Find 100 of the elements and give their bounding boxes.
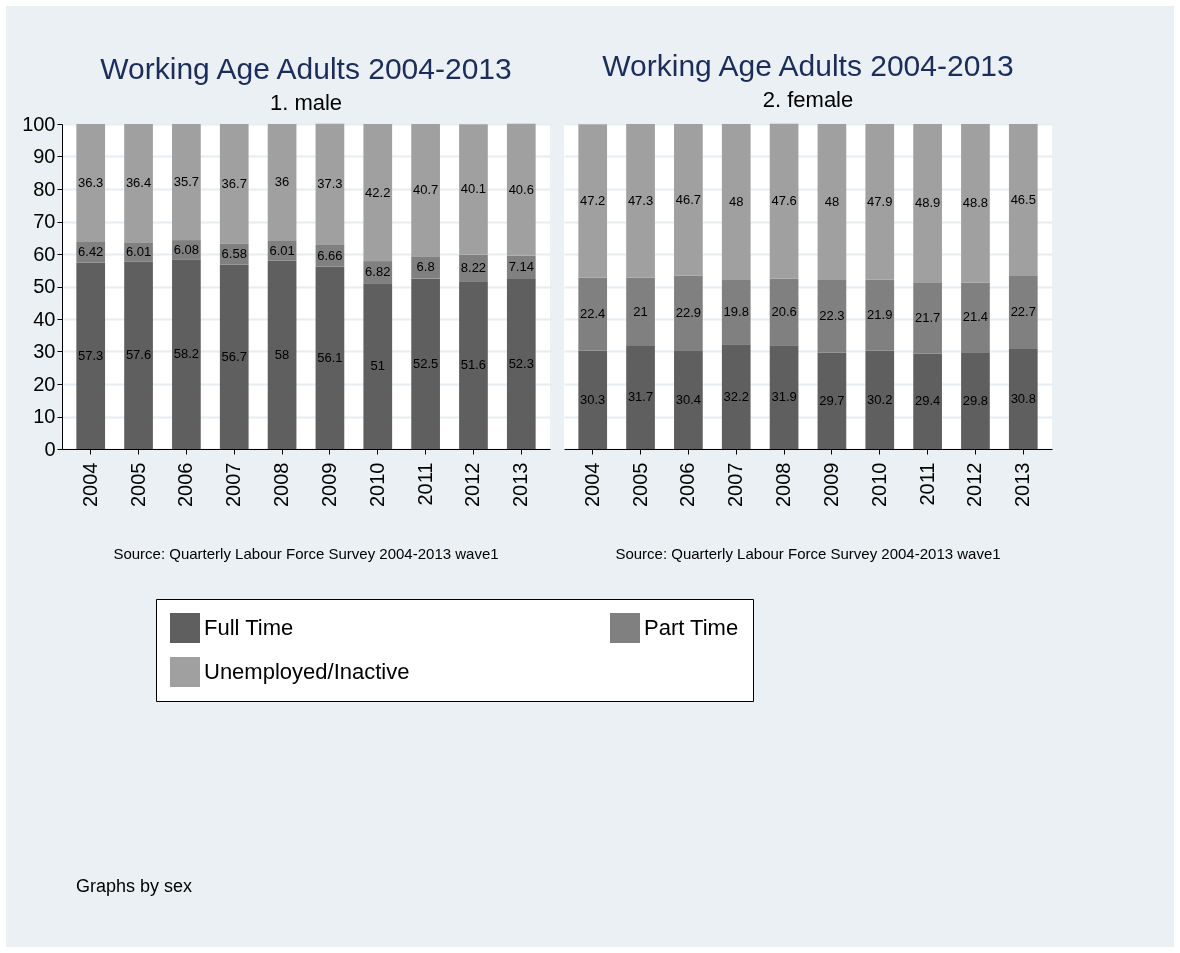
bar — [865, 279, 895, 351]
bar — [267, 260, 297, 449]
x-tick-label: 2013 — [509, 462, 532, 507]
data-label: 30.4 — [675, 391, 702, 407]
bar — [363, 283, 393, 449]
data-label: 56.7 — [221, 348, 247, 364]
bar — [961, 124, 990, 283]
y-tick-label: 90 — [33, 145, 56, 167]
bar — [721, 344, 751, 449]
bar — [817, 352, 847, 449]
legend-label: Unemployed/Inactive — [204, 659, 410, 684]
x-tick-label: 2008 — [270, 462, 293, 507]
data-label: 20.6 — [771, 303, 797, 319]
bar — [172, 259, 201, 449]
bar — [363, 123, 393, 262]
data-label: 6.08 — [173, 241, 200, 257]
bar — [769, 123, 799, 279]
data-label: 30.3 — [580, 391, 606, 407]
data-label: 6.8 — [416, 259, 435, 275]
x-tick-label: 2006 — [676, 462, 699, 507]
x-tick-label: 2006 — [174, 462, 197, 507]
x-tick-label: 2012 — [963, 462, 986, 507]
data-label: 52.3 — [508, 356, 534, 372]
data-label: 46.5 — [1010, 191, 1036, 207]
data-label: 6.42 — [78, 244, 104, 260]
data-label: 21.9 — [867, 307, 893, 323]
bar — [865, 350, 895, 449]
data-label: 22.9 — [675, 304, 702, 320]
data-label: 57.3 — [78, 347, 104, 363]
x-tick-label: 2010 — [867, 462, 890, 507]
y-tick-label: 70 — [33, 210, 56, 232]
y-tick-label: 20 — [33, 372, 56, 395]
bar — [721, 124, 751, 280]
data-label: 46.7 — [675, 191, 702, 207]
y-tick-label: 0 — [44, 437, 56, 460]
data-label: 6.82 — [365, 264, 391, 280]
data-label: 36.4 — [125, 175, 152, 191]
bar — [172, 124, 201, 241]
bar — [626, 345, 655, 449]
data-label: 58.2 — [173, 346, 200, 362]
x-tick-label: 2011 — [915, 462, 938, 506]
data-label: 36.3 — [78, 174, 104, 190]
data-label: 29.8 — [962, 392, 989, 408]
bar — [817, 280, 847, 353]
chart-title: Working Age Adults 2004-2013 — [602, 48, 1014, 82]
x-tick-label: 2012 — [461, 462, 484, 507]
data-label: 48.8 — [962, 195, 989, 211]
bar — [506, 123, 536, 256]
bar — [769, 278, 799, 346]
data-label: 52.5 — [412, 355, 439, 371]
text: Graphs by sex — [76, 876, 193, 897]
data-label: 22.4 — [580, 306, 606, 322]
bar — [913, 282, 942, 354]
chart-title: Working Age Adults 2004-2013 — [100, 52, 512, 85]
data-label: 56.1 — [317, 349, 343, 365]
x-tick-label: 2005 — [126, 462, 149, 507]
chart-subtitle: 1. male — [269, 90, 343, 115]
bar — [506, 279, 536, 449]
x-tick-label: 2007 — [724, 462, 747, 507]
bar — [578, 124, 608, 278]
x-tick-label: 2011 — [413, 462, 436, 506]
data-label: 40.7 — [412, 182, 439, 198]
data-label: 29.7 — [819, 392, 845, 408]
data-label: 32.2 — [723, 388, 749, 404]
data-label: 40.6 — [508, 181, 534, 197]
data-label: 37.3 — [317, 176, 343, 192]
bar — [913, 353, 942, 449]
bar — [411, 124, 440, 257]
bar — [1008, 124, 1038, 276]
bar — [315, 123, 345, 246]
bar — [76, 123, 106, 242]
data-label: 31.7 — [627, 389, 654, 405]
data-label: 21.4 — [962, 309, 989, 325]
y-tick-label: 60 — [33, 242, 56, 265]
bar — [219, 264, 249, 449]
y-tick-label: 30 — [33, 340, 56, 362]
bar — [961, 352, 990, 449]
data-label: 36.7 — [221, 175, 247, 191]
legend-label: Part Time — [644, 615, 739, 640]
x-tick-label: 2010 — [365, 462, 388, 507]
bar — [817, 124, 847, 280]
data-label: 29.4 — [914, 393, 941, 409]
data-label: 8.22 — [460, 259, 487, 275]
data-label: 35.7 — [173, 174, 200, 190]
y-tick-label: 10 — [33, 405, 56, 427]
data-label: 21.7 — [914, 310, 941, 326]
data-label: 47.2 — [580, 193, 606, 209]
data-label: 48 — [824, 194, 840, 209]
data-label: 47.6 — [771, 193, 797, 209]
bar — [913, 124, 942, 283]
bar — [315, 266, 345, 449]
bar — [124, 123, 153, 243]
data-label: 58 — [274, 346, 290, 362]
data-label: 57.6 — [125, 347, 152, 363]
bar — [124, 261, 153, 449]
data-label: 47.3 — [627, 192, 654, 208]
data-label: 51 — [370, 358, 385, 374]
x-tick-label: 2013 — [1011, 462, 1034, 507]
bar — [578, 350, 608, 449]
x-tick-label: 2004 — [580, 462, 603, 507]
